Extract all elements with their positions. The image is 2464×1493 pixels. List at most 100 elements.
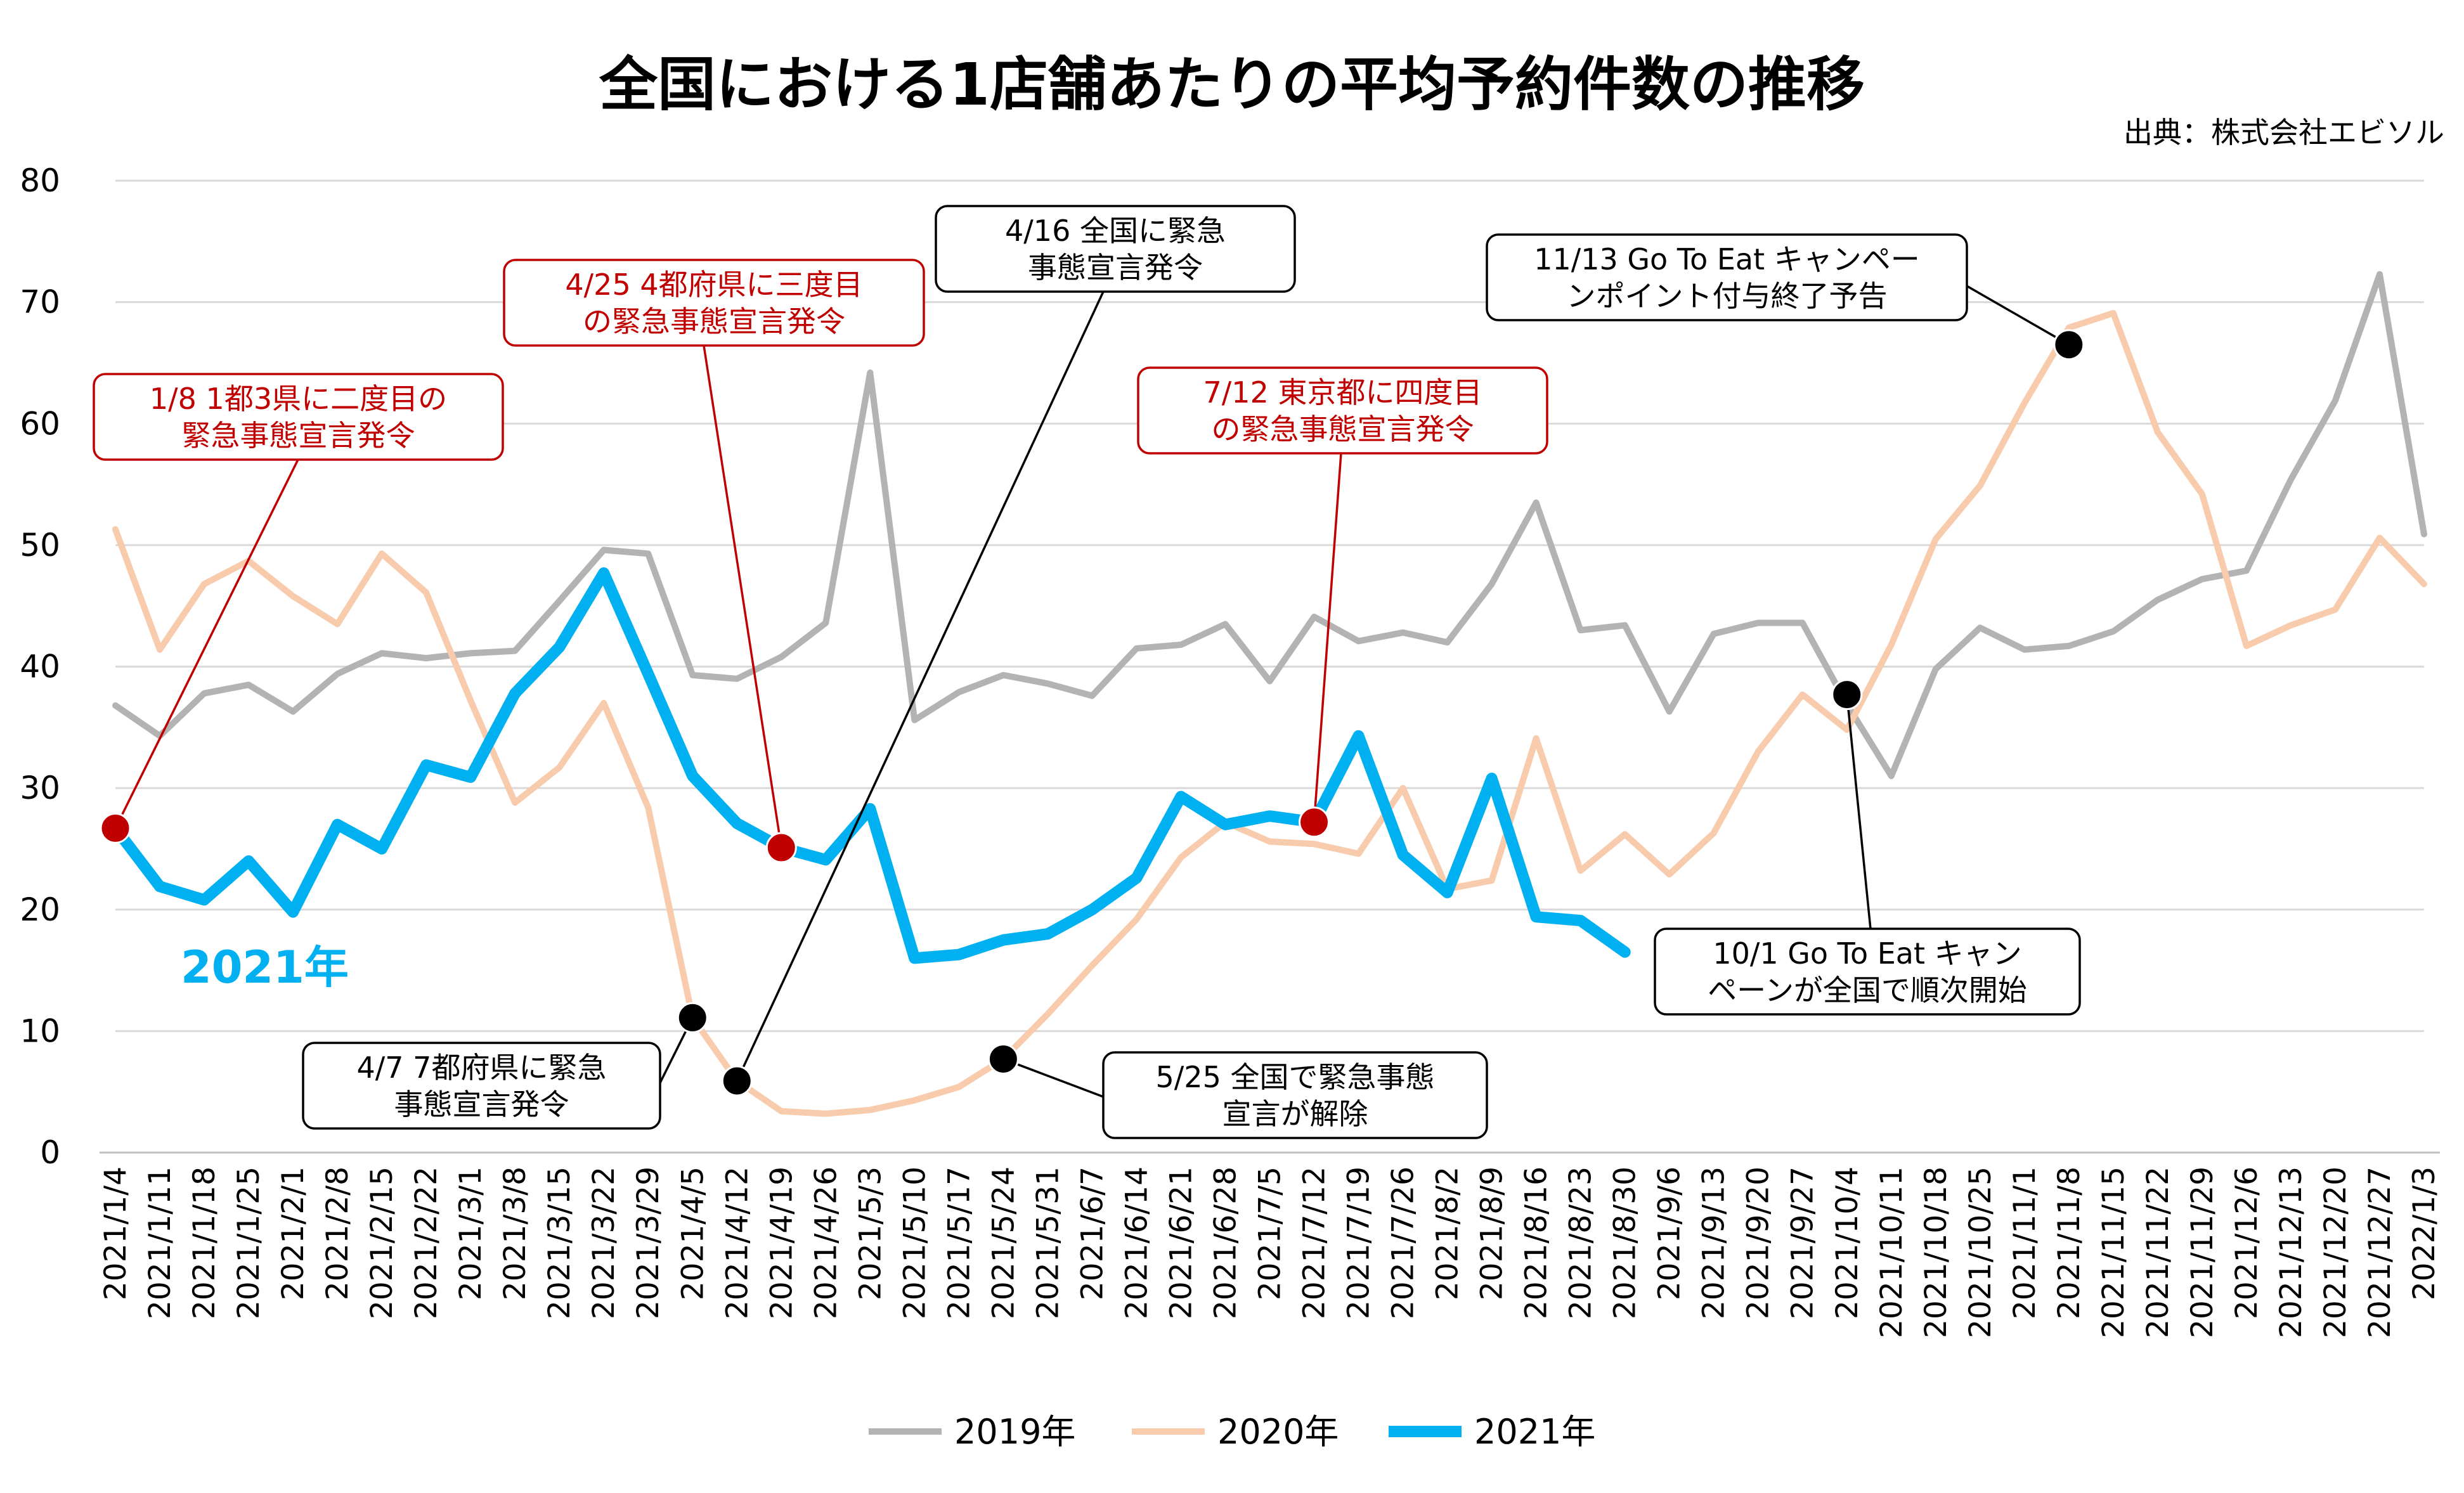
annotation-leader: [1846, 694, 1872, 929]
annotation-text: 宣言が解除: [1222, 1097, 1368, 1131]
data-point: [292, 711, 294, 712]
data-point: [2379, 537, 2380, 538]
x-tick-label: 2021/3/15: [542, 1167, 577, 1319]
data-point: [603, 572, 604, 574]
x-tick-label: 2021/10/25: [1963, 1167, 1998, 1338]
annotation-text: 5/25 全国で緊急事態: [1156, 1060, 1435, 1094]
data-point: [2335, 400, 2336, 401]
data-point: [1980, 627, 1981, 628]
data-point: [337, 673, 338, 675]
data-point: [1358, 853, 1359, 855]
annotation-text: 事態宣言発令: [1028, 250, 1203, 285]
x-tick-label: 2021/5/17: [942, 1167, 976, 1319]
data-point: [425, 765, 427, 766]
annotation-text: 7/12 東京都に四度目: [1203, 375, 1482, 410]
chart-source: 出典：株式会社エビソル: [2124, 115, 2444, 150]
annotation-marker: [1831, 679, 1863, 711]
data-point: [1180, 796, 1181, 798]
x-tick-label: 2021/9/20: [1741, 1167, 1776, 1319]
data-point: [514, 693, 515, 694]
x-tick-label: 2021/9/6: [1652, 1167, 1687, 1300]
annotation-markers: [100, 329, 2085, 1097]
x-tick-label: 2021/5/31: [1030, 1167, 1065, 1319]
y-tick-label: 30: [20, 770, 60, 806]
data-point: [1846, 729, 1848, 730]
x-tick-label: 2021/7/19: [1342, 1167, 1377, 1319]
x-tick-label: 2021/11/29: [2185, 1167, 2220, 1338]
x-tick-label: 2021/6/7: [1075, 1167, 1110, 1300]
annotation-marker: [2053, 329, 2085, 361]
annotation-text: 4/16 全国に緊急: [1005, 214, 1226, 248]
data-point: [825, 859, 826, 860]
data-point: [2157, 599, 2158, 600]
chart-title: 全国における1店舗あたりの平均予約件数の推移: [599, 51, 1865, 119]
x-tick-label: 2021/10/4: [1830, 1167, 1865, 1319]
data-point: [470, 777, 471, 778]
data-point: [1047, 933, 1048, 934]
x-tick-label: 2021/3/1: [453, 1167, 488, 1300]
data-point: [1491, 583, 1493, 585]
x-tick-label: 2021/9/27: [1786, 1167, 1820, 1319]
x-tick-label: 2021/3/8: [498, 1167, 533, 1300]
data-point: [603, 550, 604, 551]
x-tick-label: 2021/3/29: [631, 1167, 666, 1319]
data-point: [2201, 493, 2203, 494]
annotation-box: [1137, 366, 1548, 455]
data-point: [1047, 1014, 1048, 1015]
data-point: [781, 1111, 782, 1112]
data-point: [2290, 624, 2292, 626]
data-point: [736, 823, 737, 824]
data-point: [1180, 856, 1181, 858]
data-point: [1536, 738, 1537, 739]
x-tick-label: 2021/4/12: [720, 1167, 755, 1319]
data-point: [869, 372, 871, 373]
x-tick-label: 2021/12/6: [2229, 1167, 2264, 1319]
data-point: [1224, 824, 1226, 825]
x-tick-label: 2021/11/8: [2052, 1167, 2087, 1319]
data-point: [1136, 877, 1137, 879]
x-tick-label: 2021/8/9: [1475, 1167, 1510, 1300]
x-tick-label: 2021/8/23: [1564, 1167, 1598, 1319]
x-tick-label: 2021/8/2: [1430, 1167, 1465, 1300]
x-tick-label: 2021/11/1: [2007, 1167, 2042, 1319]
data-point: [1091, 965, 1093, 966]
data-point: [337, 623, 338, 624]
data-point: [869, 808, 871, 810]
data-point: [1358, 640, 1359, 642]
data-point: [2423, 534, 2425, 535]
data-point: [470, 700, 471, 701]
data-point: [1403, 787, 1404, 789]
data-point: [1314, 843, 1315, 844]
x-tick-label: 2021/7/12: [1297, 1167, 1332, 1319]
annotation-box: [503, 259, 925, 347]
annotation-text: 11/13 Go To Eat キャンペー: [1534, 242, 1920, 276]
data-point: [559, 600, 560, 602]
y-tick-label: 40: [20, 649, 60, 685]
data-point: [381, 848, 382, 850]
annotation-leader: [1002, 1057, 1104, 1098]
data-point: [1935, 668, 1936, 669]
data-point: [1758, 751, 1759, 753]
data-point: [1403, 855, 1404, 856]
annotation-text: の緊急事態宣言発令: [1212, 412, 1474, 446]
data-point: [603, 702, 604, 704]
annotation-marker: [677, 1002, 708, 1033]
x-tick-label: 2021/6/14: [1119, 1167, 1154, 1319]
data-point: [2246, 570, 2247, 571]
data-point: [204, 693, 205, 694]
data-point: [1624, 834, 1626, 835]
data-point: [1091, 909, 1093, 910]
data-point: [1891, 644, 1892, 645]
data-point: [204, 899, 205, 900]
x-tick-label: 2021/1/25: [231, 1167, 266, 1319]
x-tick-label: 2021/10/11: [1874, 1167, 1909, 1338]
y-tick-label: 60: [20, 405, 60, 442]
data-point: [1447, 892, 1448, 893]
annotation-box: [1486, 233, 1968, 321]
x-tick-label: 2021/4/5: [675, 1167, 710, 1300]
data-point: [337, 824, 338, 825]
annotation-marker: [765, 832, 797, 863]
data-point: [1669, 874, 1670, 875]
data-point: [647, 673, 649, 675]
